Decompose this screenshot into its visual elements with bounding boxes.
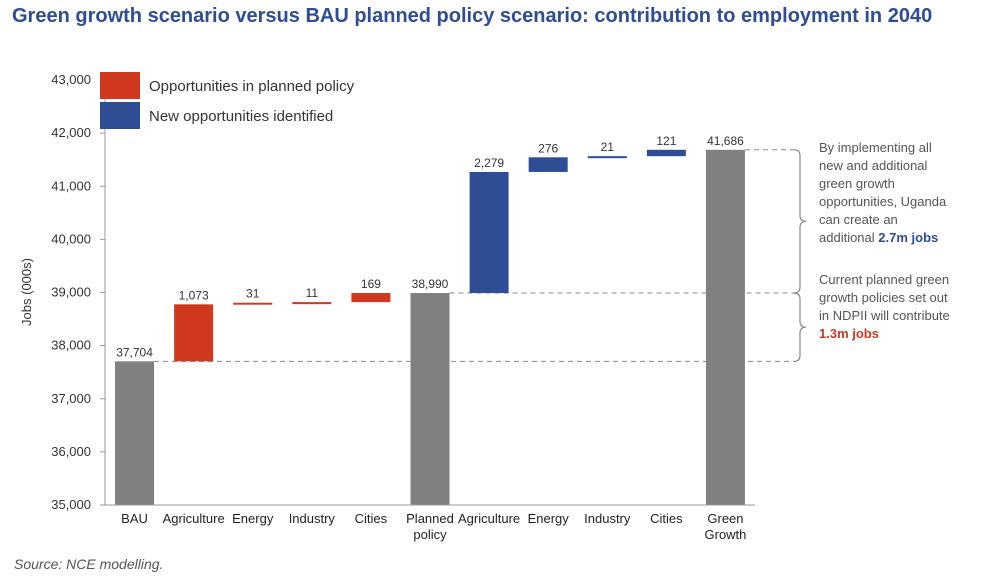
x-tick-label-line: Planned <box>406 511 454 526</box>
data-label: 38,990 <box>412 277 449 291</box>
annotation-brace <box>793 149 807 294</box>
annotation-line: new and additional <box>819 158 928 173</box>
annotation-line: By implementing all <box>819 140 932 155</box>
annotation-text: By implementing all new and additional gre… <box>819 140 947 245</box>
x-tick-label-line: Industry <box>289 511 336 526</box>
x-tick-label: Planned policy <box>406 511 454 542</box>
legend: Opportunities in planned policy New oppor… <box>100 72 355 129</box>
x-tick-label: Energy <box>232 511 274 526</box>
annotation-text: Current planned green growth policies set… <box>819 272 950 341</box>
bar-planned-industry <box>292 302 332 305</box>
x-tick-label-line: Energy <box>528 511 570 526</box>
x-tick-label: Agriculture <box>163 511 225 526</box>
annotation-line: green growth <box>819 176 895 191</box>
data-label: 41,686 <box>707 134 744 148</box>
bar-new-cities <box>646 149 686 157</box>
legend-swatch-planned <box>100 72 140 99</box>
annotation-line: can create an <box>819 212 898 227</box>
data-label: 31 <box>246 287 260 301</box>
data-label: 37,704 <box>116 345 153 359</box>
axes-group: 35,000 36,000 37,000 38,000 39,000 40,000 41,0… <box>51 72 755 512</box>
data-label: 11 <box>306 286 319 300</box>
legend-swatch-new <box>100 102 140 129</box>
x-tick-label-line: Cities <box>650 511 683 526</box>
bar-new-agriculture <box>469 171 509 294</box>
y-tick-label: 36,000 <box>51 444 91 459</box>
bar-new-energy <box>528 157 568 172</box>
annotation-line: 2.7m jobs <box>878 230 938 245</box>
annotation-line: in NDPII will contribute <box>819 308 950 323</box>
annotation-line: growth policies set out <box>819 290 948 305</box>
data-label: 276 <box>538 141 558 155</box>
data-label: 2,279 <box>474 156 504 170</box>
x-tick-label: Agriculture <box>458 511 520 526</box>
legend-label: Opportunities in planned policy <box>149 78 355 95</box>
annotation-line: additional <box>819 230 878 245</box>
x-tick-label-line: Agriculture <box>163 511 225 526</box>
y-tick-label: 42,000 <box>51 125 91 140</box>
y-tick-label: 41,000 <box>51 178 91 193</box>
bar-new-industry <box>587 156 627 159</box>
data-label: 1,073 <box>179 288 209 302</box>
x-tick-label-line: Agriculture <box>458 511 520 526</box>
bar-planned-cities <box>351 293 391 303</box>
x-tick-label-line: Growth <box>705 527 747 542</box>
x-tick-label-line: Cities <box>355 511 388 526</box>
chart-title: Green growth scenario versus BAU planned… <box>12 5 933 27</box>
x-tick-label: BAU <box>121 511 148 526</box>
annotation-line: opportunities, Uganda <box>819 194 947 209</box>
data-label: 121 <box>656 134 676 148</box>
y-tick-label: 37,000 <box>51 391 91 406</box>
x-tick-label: Green Growth <box>705 511 747 542</box>
y-tick-label: 39,000 <box>51 285 91 300</box>
bar-total-green-growth <box>705 149 745 505</box>
y-tick-label: 43,000 <box>51 72 91 87</box>
y-tick-label: 35,000 <box>51 497 91 512</box>
source-note: Source: NCE modelling. <box>14 556 164 572</box>
legend-label: New opportunities identified <box>149 108 333 125</box>
bar-planned-agriculture <box>174 304 214 362</box>
x-tick-label-line: policy <box>413 527 447 542</box>
x-tick-label: Industry <box>584 511 631 526</box>
x-tick-label: Cities <box>355 511 388 526</box>
annotation-brace <box>793 292 807 362</box>
x-tick-label-line: Industry <box>584 511 631 526</box>
y-axis-label: Jobs (000s) <box>19 258 34 326</box>
y-tick-label: 38,000 <box>51 338 91 353</box>
bar-total-bau <box>115 361 155 505</box>
data-label: 169 <box>361 277 381 291</box>
annotation-line: Current planned green <box>819 272 949 287</box>
x-tick-label: Cities <box>650 511 683 526</box>
data-label: 21 <box>601 140 615 154</box>
bar-planned-energy <box>233 302 273 305</box>
y-tick-label: 40,000 <box>51 231 91 246</box>
annotations-group: By implementing all new and additional gre… <box>793 140 950 362</box>
x-tick-label: Industry <box>289 511 336 526</box>
bar-total-planned-policy <box>410 293 450 505</box>
x-tick-label-line: BAU <box>121 511 148 526</box>
x-tick-label-line: Green <box>707 511 743 526</box>
x-tick-label: Energy <box>528 511 570 526</box>
annotation-line: 1.3m jobs <box>819 326 879 341</box>
bars-group: 37,704 BAU 1,073 Agriculture 31 Energy 11 Indus… <box>115 134 746 542</box>
x-tick-label-line: Energy <box>232 511 274 526</box>
